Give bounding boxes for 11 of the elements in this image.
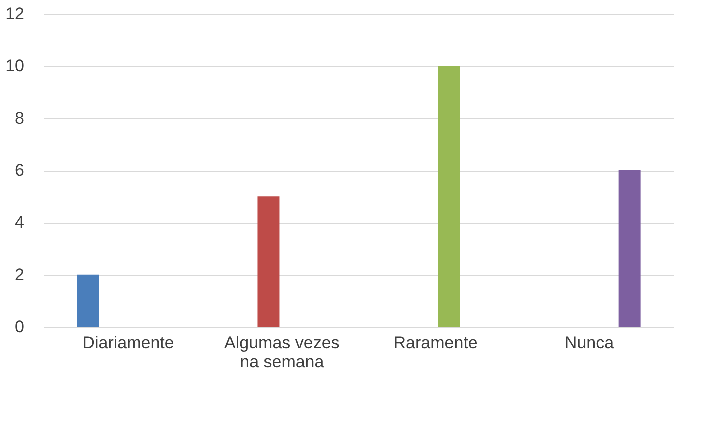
x-tick-label: Nunca (564, 334, 615, 352)
x-tick-label: Raramente (394, 334, 478, 352)
y-tick-label: 0 (15, 318, 24, 336)
x-tick-label: Diariamente (82, 334, 174, 352)
y-tick-label: 8 (15, 108, 24, 128)
y-tick-label: 12 (6, 4, 24, 24)
y-tick-label: 4 (15, 213, 24, 232)
y-tick-label: 10 (6, 56, 24, 76)
y-tick-label: 2 (15, 265, 24, 284)
y-tick-label: 6 (15, 161, 24, 180)
x-tick-label: Algumas vezes na semana (224, 334, 340, 372)
